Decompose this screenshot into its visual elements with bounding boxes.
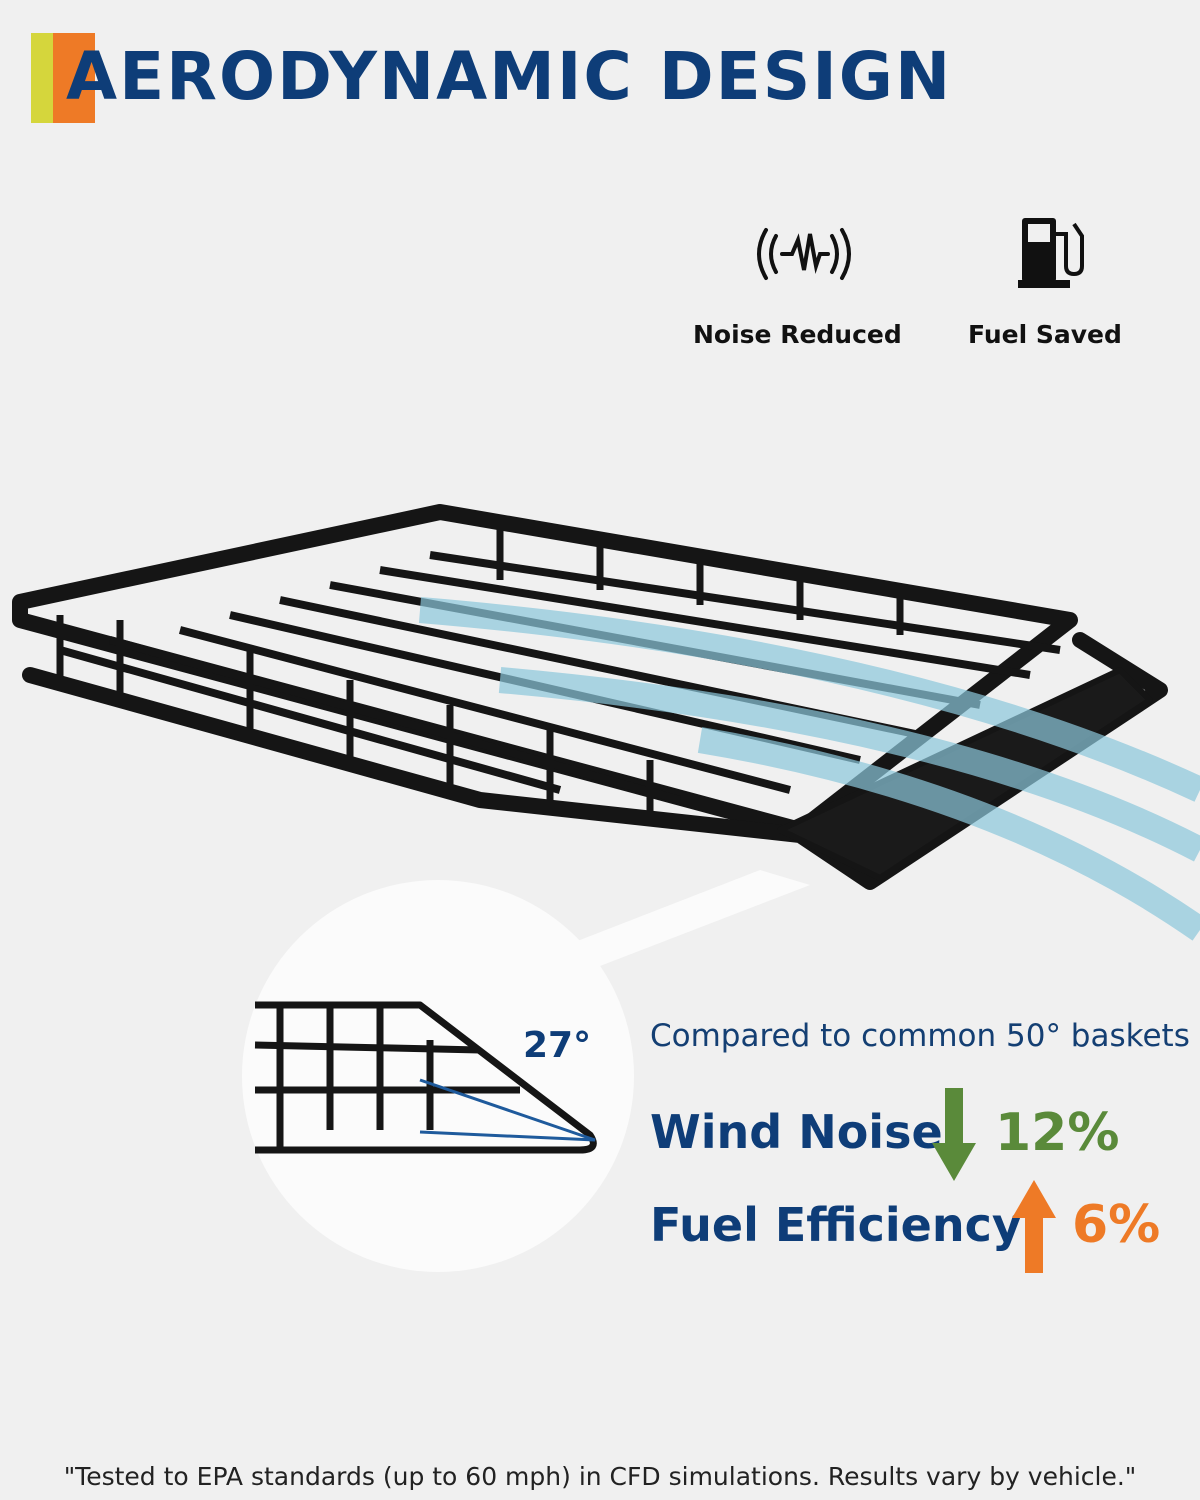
metric-fuel-efficiency-value: 6% (1072, 1195, 1161, 1255)
feature-noise-reduced: Noise Reduced (693, 320, 902, 349)
roof-basket-image (12, 504, 1200, 941)
logo-accent-yellow (31, 33, 55, 123)
arrow-up-icon (1012, 1180, 1056, 1273)
page-title: AERODYNAMIC DESIGN (66, 38, 953, 115)
metric-wind-noise-label: Wind Noise (650, 1105, 943, 1159)
zoom-detail-circle (242, 880, 634, 1272)
metric-fuel-efficiency-label: Fuel Efficiency (650, 1198, 1022, 1252)
fuel-pump-icon (1018, 218, 1084, 288)
logo-accent-orange (53, 33, 95, 123)
arrow-down-icon (932, 1088, 976, 1181)
basket-edge-detail-image (254, 1001, 597, 1154)
feature-fuel-saved: Fuel Saved (968, 320, 1122, 349)
metric-wind-noise-value: 12% (995, 1103, 1120, 1163)
comparison-caption: Compared to common 50° baskets (650, 1018, 1190, 1054)
sound-wave-icon (757, 228, 851, 280)
angle-label: 27° (523, 1025, 592, 1066)
footnote-disclaimer: "Tested to EPA standards (up to 60 mph) … (63, 1462, 1137, 1491)
